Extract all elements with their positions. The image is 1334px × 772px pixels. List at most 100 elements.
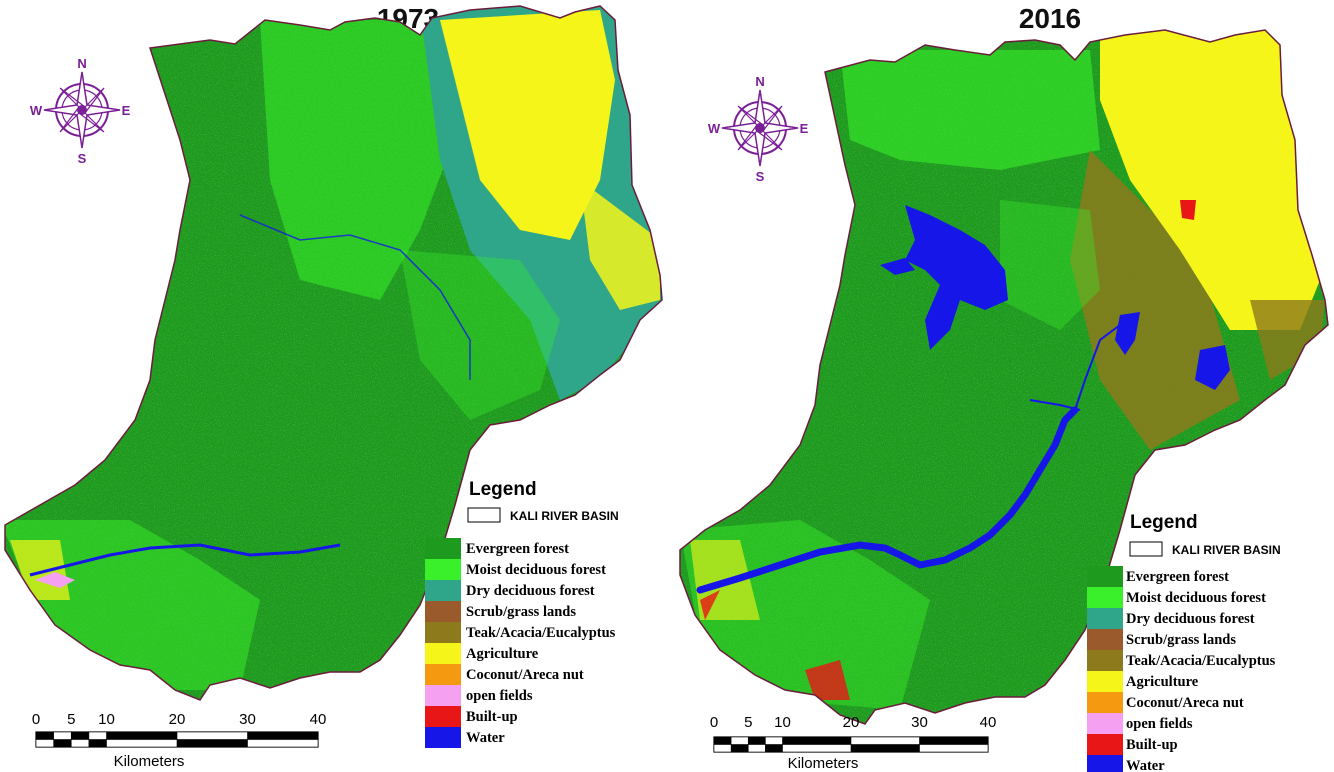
river-channel bbox=[1029, 399, 1081, 411]
legend-swatch bbox=[1087, 587, 1123, 608]
scale-bar-segment bbox=[106, 739, 178, 748]
coastal-mixed-zone bbox=[5, 520, 260, 690]
legend-swatch bbox=[425, 706, 461, 727]
scale-bar-segment bbox=[850, 736, 920, 745]
compass-w-label: W bbox=[708, 121, 721, 136]
legend-swatch bbox=[1087, 566, 1123, 587]
moist-deciduous-zone bbox=[1000, 200, 1100, 330]
legend-item-label: Moist deciduous forest bbox=[466, 562, 606, 578]
legend-swatch bbox=[1087, 713, 1123, 734]
scale-bar-segment bbox=[730, 736, 749, 745]
legend-swatch bbox=[425, 559, 461, 580]
legend-swatch bbox=[1087, 629, 1123, 650]
moist-deciduous-zone bbox=[840, 50, 1100, 170]
compass-s-label: S bbox=[756, 169, 765, 184]
legend-item-label: Evergreen forest bbox=[466, 541, 569, 557]
scale-tick-label: 10 bbox=[774, 714, 791, 731]
legend-swatch bbox=[425, 601, 461, 622]
legend-item-label: Coconut/Areca nut bbox=[1126, 695, 1244, 711]
scale-bar-segment bbox=[713, 744, 732, 753]
kali-river bbox=[696, 406, 1079, 594]
builtup-patch bbox=[700, 590, 720, 620]
compass-rose-icon: N S E W bbox=[30, 56, 131, 166]
basin-boundary bbox=[679, 29, 1329, 725]
scale-bar-segment bbox=[177, 739, 248, 747]
legend-swatch bbox=[425, 538, 461, 559]
kali-river bbox=[29, 543, 341, 577]
reservoir-water bbox=[880, 258, 915, 275]
open-fields-patch bbox=[35, 572, 75, 588]
builtup-patch bbox=[1180, 200, 1196, 220]
scale-tick-label: 0 bbox=[32, 711, 40, 728]
legend-basin-swatch bbox=[467, 507, 501, 523]
reservoir-water bbox=[905, 205, 1008, 350]
scale-bar-segment bbox=[851, 744, 920, 752]
legend-swatch bbox=[425, 727, 461, 748]
scale-tick-label: 20 bbox=[169, 711, 186, 728]
legend-swatch bbox=[425, 685, 461, 706]
legend-title: Legend bbox=[1130, 512, 1198, 533]
map-1973: 1973 N S E W bbox=[4, 3, 663, 770]
legend-item-label: Built-up bbox=[466, 709, 518, 725]
legend-swatch bbox=[425, 643, 461, 664]
legend-title: Legend bbox=[469, 479, 537, 500]
map-2016: 2016 bbox=[679, 3, 1329, 772]
scale-bar-segment bbox=[731, 744, 749, 752]
compass-s-label: S bbox=[78, 151, 87, 166]
scale-unit-label: Kilometers bbox=[114, 753, 185, 770]
scale-bar-segment bbox=[919, 737, 988, 745]
scale-bar-segment bbox=[782, 737, 851, 745]
agriculture-zone bbox=[1100, 30, 1320, 330]
compass-rose-icon: N S E W bbox=[708, 74, 809, 184]
scale-bar-segment bbox=[714, 737, 732, 745]
map-year-title: 2016 bbox=[1019, 3, 1081, 34]
map-1973-landcover bbox=[5, 6, 662, 700]
compass-e-label: E bbox=[800, 121, 809, 136]
legend-basin-label: KALI RIVER BASIN bbox=[510, 509, 619, 523]
scale-tick-label: 10 bbox=[98, 711, 115, 728]
scale-tick-label: 40 bbox=[310, 711, 327, 728]
legend-swatch bbox=[425, 664, 461, 685]
compass-w-label: W bbox=[30, 103, 43, 118]
scale-tick-label: 0 bbox=[710, 714, 718, 731]
map-legend: Legend KALI RIVER BASIN Evergreen forest… bbox=[1087, 512, 1281, 772]
scale-bar-segment bbox=[919, 744, 989, 753]
scale-bar-segment bbox=[53, 739, 72, 747]
scale-tick-label: 30 bbox=[239, 711, 256, 728]
legend-item-label: open fields bbox=[466, 688, 533, 704]
scale-bar-segment bbox=[70, 739, 90, 748]
legend-item-label: Coconut/Areca nut bbox=[466, 667, 584, 683]
legend-swatch bbox=[1087, 608, 1123, 629]
moist-deciduous-zone bbox=[260, 20, 450, 300]
legend-swatch bbox=[1087, 734, 1123, 755]
scale-bar-segment bbox=[765, 736, 783, 745]
legend-swatch bbox=[1087, 650, 1123, 671]
scale-bar: 0 5 10 20 30 40 Kilometers bbox=[710, 714, 997, 772]
scale-bar-segment bbox=[53, 731, 72, 740]
agriculture-zone bbox=[440, 10, 615, 240]
legend-items: Evergreen forest Moist deciduous forest Dr… bbox=[425, 538, 616, 748]
scale-bar-segment bbox=[36, 732, 54, 740]
scale-bar-segment bbox=[247, 732, 318, 740]
scale-bar-segment bbox=[176, 731, 248, 740]
scale-tick-label: 5 bbox=[67, 711, 75, 728]
legend-item-label: Scrub/grass lands bbox=[466, 604, 576, 620]
compass-e-label: E bbox=[122, 103, 131, 118]
legend-item-label: Evergreen forest bbox=[1126, 569, 1229, 585]
moist-deciduous-zone bbox=[400, 250, 560, 420]
scale-bar-segment bbox=[88, 739, 107, 747]
legend-item-label: Water bbox=[1126, 758, 1165, 772]
scale-tick-label: 30 bbox=[911, 714, 928, 731]
legend-item-label: Moist deciduous forest bbox=[1126, 590, 1266, 606]
agriculture-zone bbox=[580, 180, 660, 310]
legend-basin-swatch bbox=[1129, 541, 1163, 557]
legend-item-label: Agriculture bbox=[466, 646, 539, 662]
legend-swatch bbox=[1087, 755, 1123, 772]
scale-tick-label: 5 bbox=[744, 714, 752, 731]
compass-n-label: N bbox=[77, 56, 86, 71]
teak-acacia-zone bbox=[1250, 300, 1325, 380]
river-channel bbox=[239, 214, 471, 380]
river-channel bbox=[1074, 324, 1121, 411]
scale-bar: 0 5 10 20 30 40 Kilometers bbox=[32, 711, 327, 770]
